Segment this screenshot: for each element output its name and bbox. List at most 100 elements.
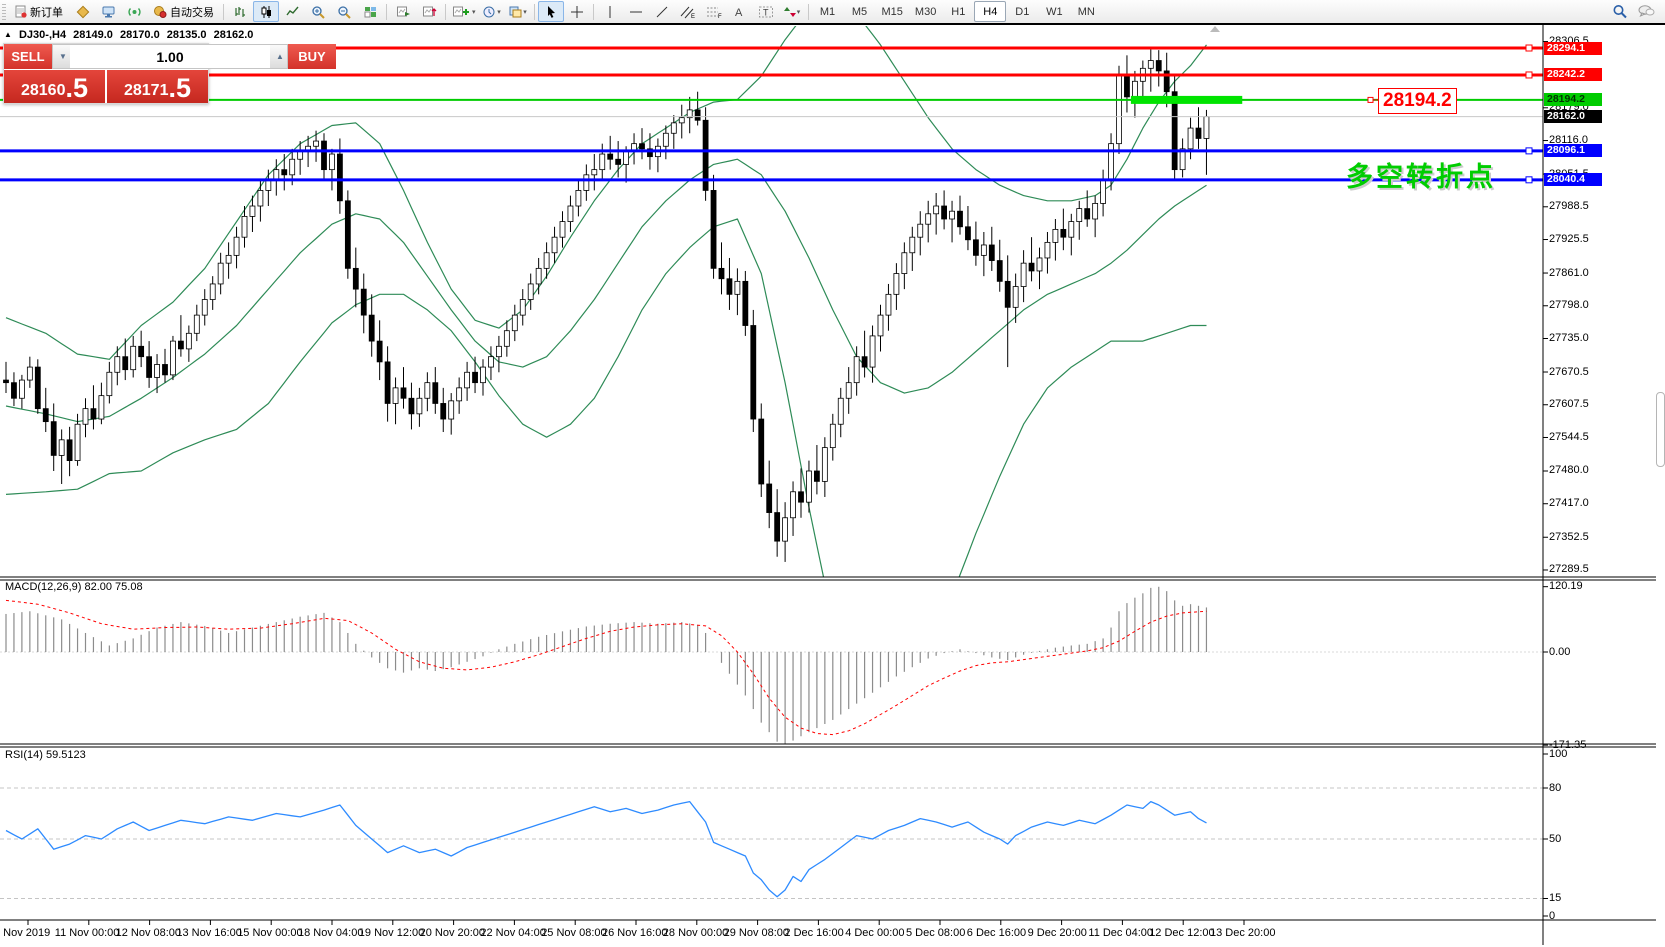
volume-increase-button[interactable]: ▲ xyxy=(270,45,287,68)
callout-anchor[interactable] xyxy=(1367,96,1374,103)
price-tick-label: 28116.0 xyxy=(1549,134,1588,147)
zoom-out-button[interactable] xyxy=(331,1,357,22)
toolbar-separator xyxy=(223,3,224,20)
highlight-bar[interactable] xyxy=(1130,95,1243,104)
tile-windows-button[interactable] xyxy=(357,1,383,22)
macd-signal-line xyxy=(5,599,1207,736)
candle-chart-mode-button[interactable] xyxy=(253,1,279,22)
timeframe-h4-button[interactable]: H4 xyxy=(974,1,1007,22)
price-tick-label: 27607.5 xyxy=(1549,398,1589,411)
crosshair-tool-button[interactable] xyxy=(564,1,590,22)
indicators-button[interactable]: ▾ xyxy=(449,1,479,22)
price-tick-label: 27735.0 xyxy=(1549,332,1589,344)
buy-button[interactable]: BUY xyxy=(288,44,336,69)
line-handle[interactable] xyxy=(1525,147,1533,155)
text-label-tool-button[interactable]: T xyxy=(753,1,779,22)
auto-scroll-button[interactable] xyxy=(390,1,416,22)
volume-input[interactable] xyxy=(70,45,270,68)
chart-shift-marker[interactable] xyxy=(1210,26,1220,32)
fibonacci-tool-button[interactable]: F xyxy=(701,1,727,22)
toolbar-separator xyxy=(386,3,387,20)
fibonacci-icon: F xyxy=(706,7,722,19)
auto-trading-button[interactable]: 自动交易 xyxy=(147,1,220,22)
timeline-label: 29 Nov 08:00 xyxy=(723,927,790,939)
price-tick-label: 27289.5 xyxy=(1549,563,1589,576)
vertical-line-icon xyxy=(609,5,611,18)
timeframe-w1-button[interactable]: W1 xyxy=(1046,5,1063,18)
timeline-label: 13 Nov 16:00 xyxy=(176,927,242,939)
bar-chart-mode-button[interactable] xyxy=(227,1,253,22)
macd-tick-label: -171.35 xyxy=(1549,738,1587,751)
collapse-triangle-icon[interactable]: ▲ xyxy=(4,30,12,39)
arrows-tool-button[interactable]: ▾ xyxy=(779,1,805,22)
periods-button[interactable]: ▾ xyxy=(479,1,505,22)
volume-decrease-button[interactable]: ▼ xyxy=(53,45,70,68)
line-handle[interactable] xyxy=(1525,176,1533,184)
timeline-label: 7 Nov 2019 xyxy=(0,927,51,939)
text-label-icon: T xyxy=(758,6,773,17)
channel-tool-button[interactable]: E xyxy=(675,1,701,22)
rsi-tick-label: 100 xyxy=(1549,747,1568,760)
sell-price-fraction: .5 xyxy=(65,73,89,103)
svg-text:T: T xyxy=(763,7,769,17)
line-handle[interactable] xyxy=(1525,44,1533,52)
trendline-tool-button[interactable] xyxy=(649,1,675,22)
chart-shift-button[interactable] xyxy=(416,1,442,22)
timeframe-m5-button[interactable]: M5 xyxy=(851,5,868,18)
clock-icon xyxy=(483,6,495,17)
rsi-pane xyxy=(0,787,1543,899)
price-callout-label[interactable]: 28194.2 xyxy=(1378,88,1457,114)
line-chart-icon xyxy=(285,6,299,15)
open-value: 28149.0 xyxy=(73,29,113,41)
horizontal-line-tool-button[interactable] xyxy=(623,1,649,22)
price-tag-28242.2: 28242.2 xyxy=(1544,68,1602,82)
toolbar-grip xyxy=(2,3,6,20)
market-depth-button[interactable] xyxy=(69,1,95,22)
timeframe-mn-button[interactable]: MN xyxy=(1077,5,1095,18)
timeframe-group: M1 M5 M15 M30 H1 H4 D1 W1 MN xyxy=(812,1,1103,22)
price-tag-28040.4: 28040.4 xyxy=(1544,173,1602,187)
volume-control: ▼ ▲ xyxy=(52,44,288,69)
timeframe-m1-button[interactable]: M1 xyxy=(819,5,836,18)
equidistant-channel-icon: E xyxy=(680,6,695,19)
svg-text:E: E xyxy=(691,14,695,19)
macd-tick-label: 120.19 xyxy=(1549,580,1583,593)
text-tool-button[interactable]: A xyxy=(727,1,753,22)
computer-icon xyxy=(102,6,114,17)
timeframe-h1-button[interactable]: H1 xyxy=(951,5,966,18)
buy-price-button[interactable]: 28171.5 xyxy=(107,70,208,103)
line-chart-mode-button[interactable] xyxy=(279,1,305,22)
timeline-label: 15 Nov 00:00 xyxy=(237,927,303,939)
timeframe-m15-button[interactable]: M15 xyxy=(881,5,903,18)
timeline-label: 20 Nov 20:00 xyxy=(419,927,486,939)
vertical-line-tool-button[interactable] xyxy=(597,1,623,22)
signals-button[interactable] xyxy=(121,1,147,22)
price-tag-28096.1: 28096.1 xyxy=(1544,144,1602,158)
bollinger-lower-band xyxy=(5,218,1207,577)
low-value: 28135.0 xyxy=(166,29,207,41)
close-value: 28162.0 xyxy=(213,29,254,41)
timeline-label: 11 Nov 00:00 xyxy=(54,927,120,939)
search-icon xyxy=(1613,5,1627,19)
new-order-button[interactable]: 新订单 xyxy=(8,1,69,22)
community-chat-button[interactable] xyxy=(1633,1,1659,22)
line-handle[interactable] xyxy=(1525,71,1533,79)
timeline-label: 5 Dec 08:00 xyxy=(906,927,966,939)
zoom-in-button[interactable] xyxy=(305,1,331,22)
auto-trading-label: 自动交易 xyxy=(170,6,214,19)
dropdown-arrow-icon: ▾ xyxy=(796,8,801,16)
templates-button[interactable]: ▾ xyxy=(505,1,531,22)
sell-price-button[interactable]: 28160.5 xyxy=(4,70,105,103)
turning-point-annotation[interactable]: 多空转折点 xyxy=(1346,162,1496,192)
terminal-button[interactable] xyxy=(95,1,121,22)
vertical-scrollbar-thumb[interactable] xyxy=(1656,392,1665,467)
sell-button[interactable]: SELL xyxy=(4,44,52,69)
timeframe-m30-button[interactable]: M30 xyxy=(914,5,937,18)
macd-label: MACD(12,26,9) 82.00 75.08 xyxy=(5,581,143,593)
macd-tick-label: 0.00 xyxy=(1549,645,1571,658)
search-button[interactable] xyxy=(1607,1,1633,22)
timeframe-d1-button[interactable]: D1 xyxy=(1015,5,1030,18)
cursor-tool-button[interactable] xyxy=(537,1,564,22)
symbol-period-label: DJ30-,H4 xyxy=(18,29,67,41)
rsi-tick-label: 50 xyxy=(1549,832,1562,845)
